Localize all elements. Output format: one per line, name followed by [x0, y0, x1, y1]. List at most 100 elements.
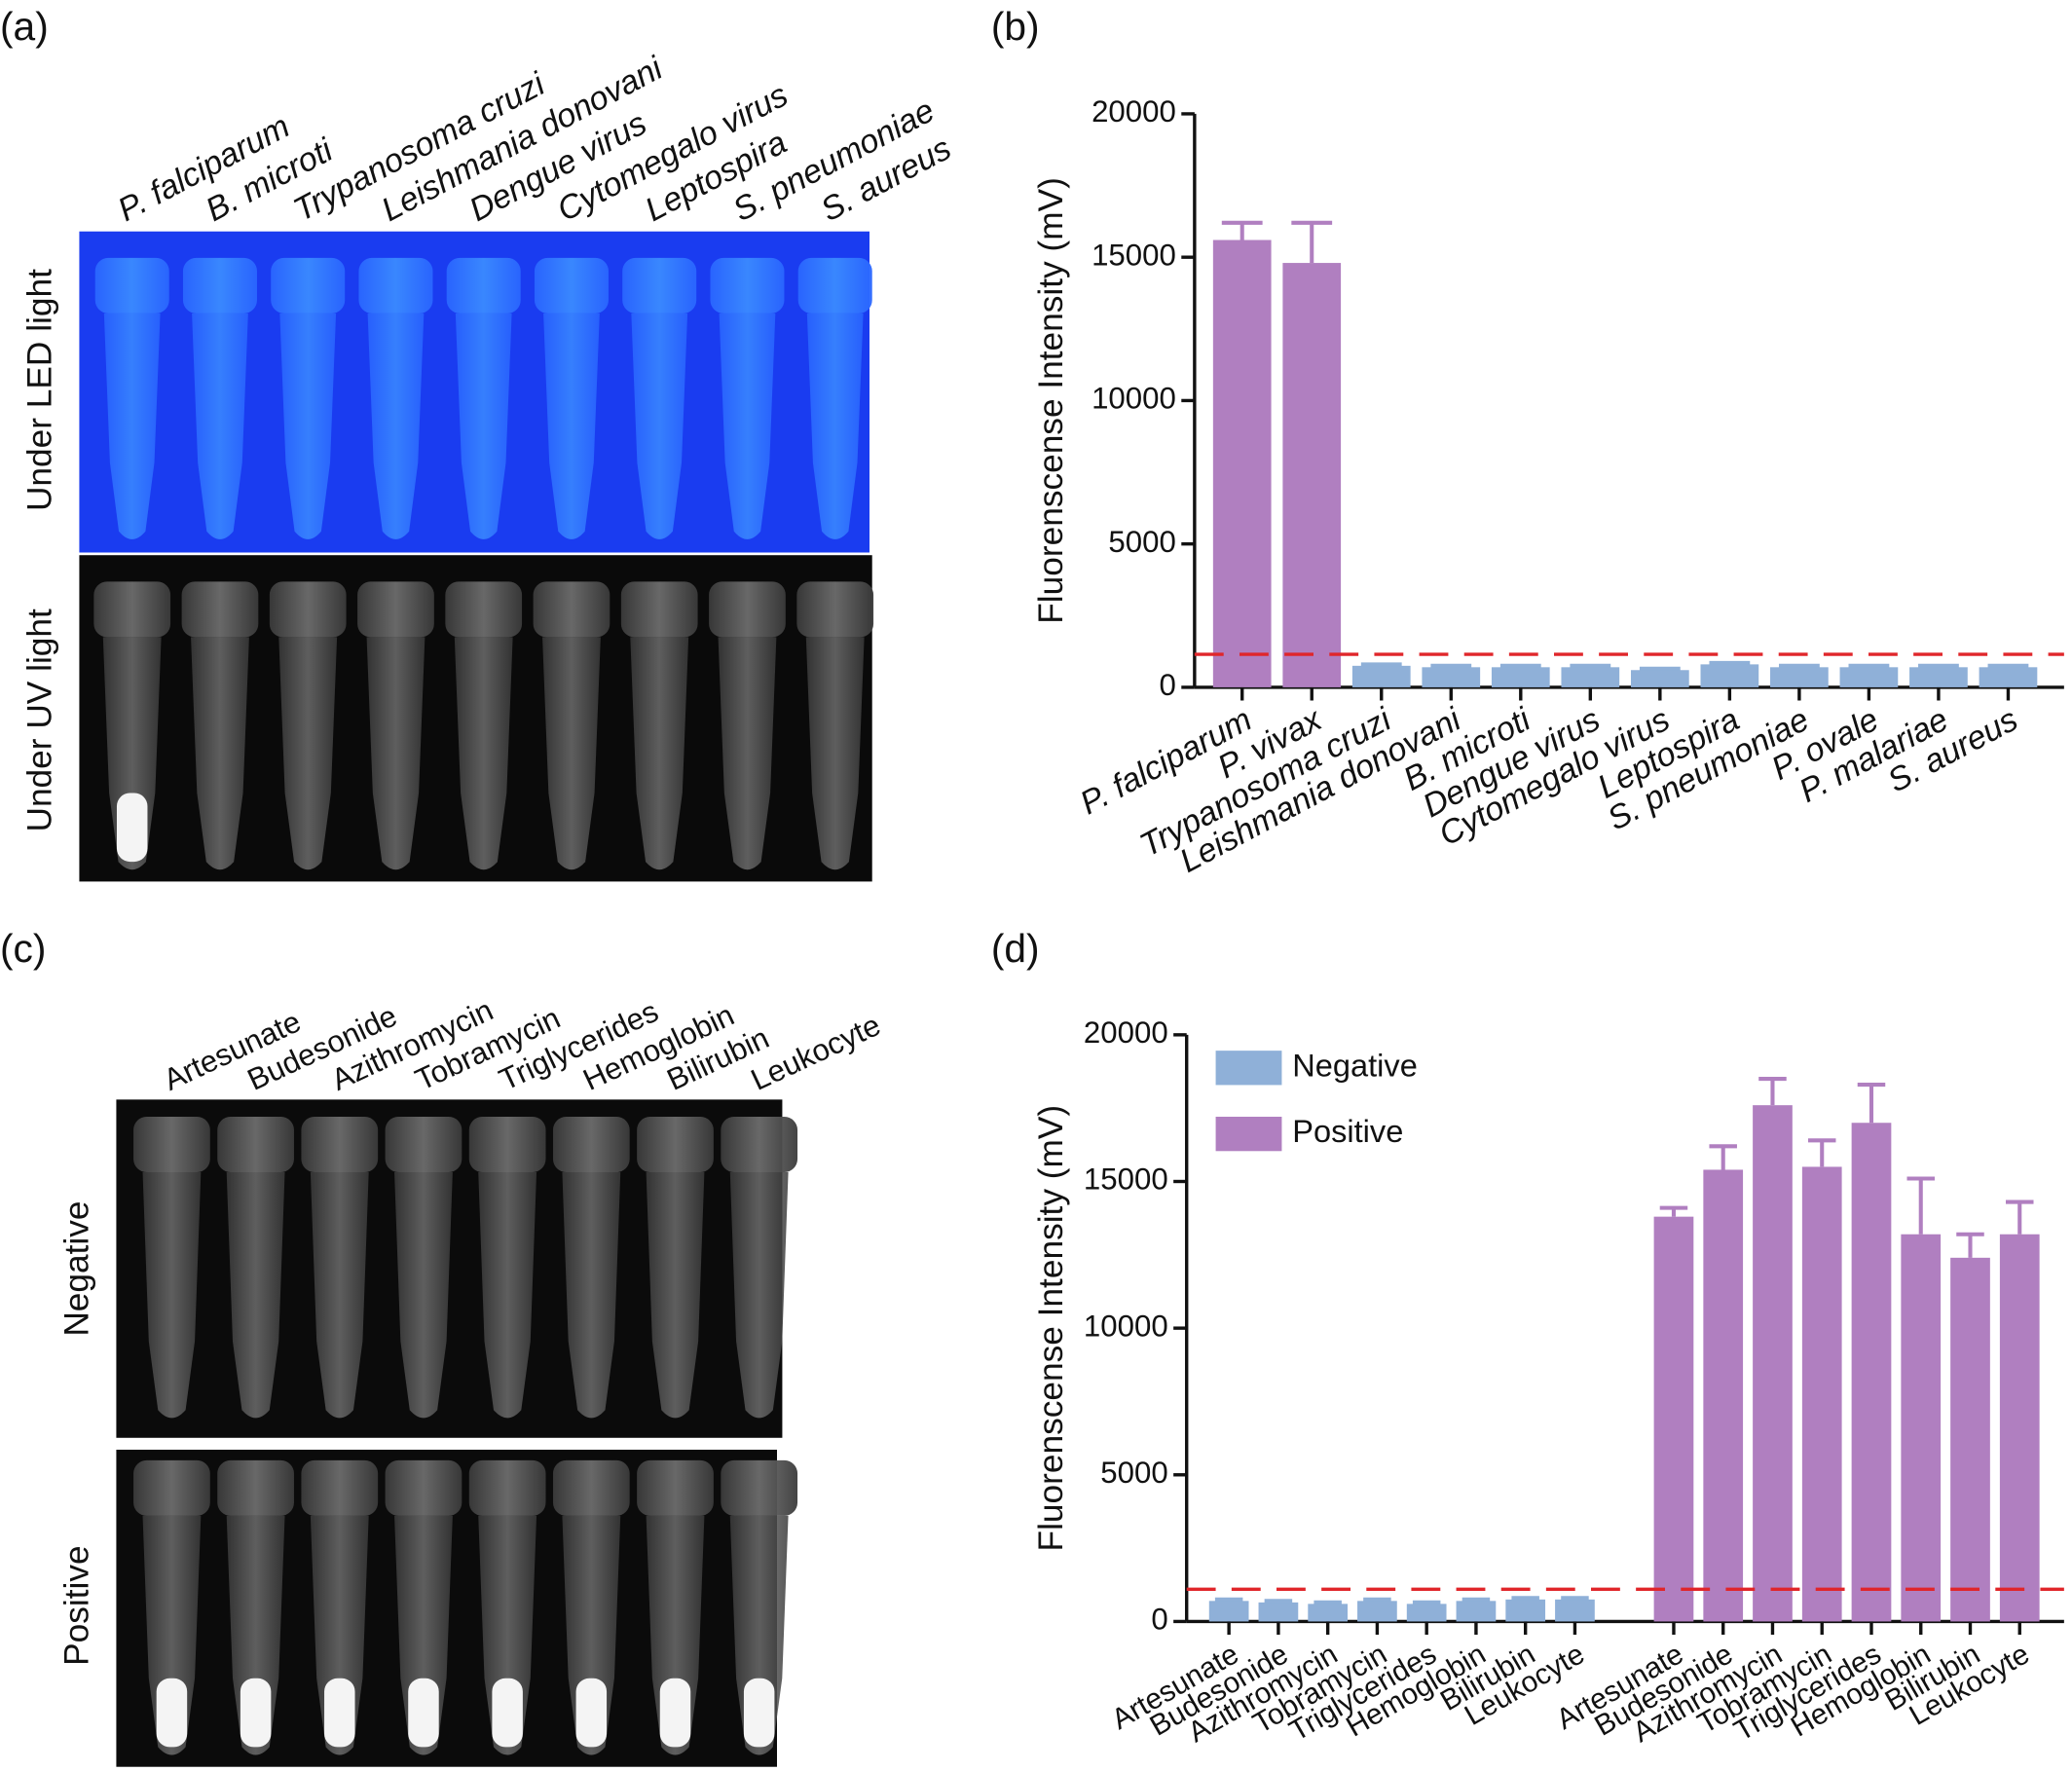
tube-cap: [182, 257, 257, 314]
tube-body: [279, 313, 337, 539]
bar: [1491, 667, 1550, 687]
error-bar: [1360, 662, 1402, 667]
bar: [1630, 670, 1689, 687]
tube-body: [562, 1172, 621, 1419]
error-bar: [1363, 1597, 1391, 1602]
y-tick-label: 10000: [1092, 382, 1176, 416]
tube-body: [454, 637, 513, 870]
tube-cap: [217, 1459, 294, 1516]
tube-cap: [620, 581, 698, 638]
bar: [1950, 1257, 1990, 1622]
panel-letter: (b): [991, 4, 1040, 49]
error-bar: [1659, 1205, 1688, 1217]
error-bar: [1214, 1597, 1243, 1602]
error-bar: [1570, 663, 1611, 668]
error-bar: [1221, 220, 1263, 240]
tube-body: [630, 637, 689, 870]
error-bar: [1709, 660, 1751, 665]
error-bar: [1918, 663, 1959, 668]
tube-cap: [796, 581, 874, 638]
y-axis-label: Fluorenscense Intensity (mV): [1032, 1105, 1070, 1552]
bar: [1801, 1166, 1842, 1622]
error-bar: [1291, 220, 1333, 264]
tube-cap: [133, 1117, 210, 1172]
bar: [1753, 1105, 1793, 1622]
error-bar: [1906, 1176, 1935, 1235]
error-bar: [2006, 1199, 2034, 1235]
y-axis-label: Fluorenscense Intensity (mV): [1032, 177, 1070, 624]
y-tick-label: 20000: [1084, 1015, 1168, 1050]
legend-label: Positive: [1292, 1114, 1403, 1149]
tube-glow: [408, 1678, 439, 1748]
tube-glow: [156, 1678, 188, 1748]
tube-body: [278, 637, 338, 870]
error-bar: [1857, 1083, 1886, 1124]
tube-cap: [445, 581, 523, 638]
tube-glow: [743, 1678, 775, 1748]
panel-letter: (a): [0, 4, 49, 49]
error-bar: [1778, 663, 1820, 668]
row-label: Under UV light: [21, 609, 59, 832]
bar: [1999, 1234, 2040, 1622]
tube-body: [542, 637, 601, 870]
y-tick-label: 20000: [1092, 94, 1176, 129]
tube-body: [367, 313, 425, 539]
tube-cap: [181, 581, 259, 638]
tube-cap: [637, 1117, 714, 1172]
row-label: Under LED light: [21, 269, 59, 511]
tube-cap: [709, 581, 786, 638]
tube-body: [192, 313, 248, 539]
error-bar: [1314, 1600, 1342, 1605]
panel-letter: (d): [991, 926, 1040, 971]
tube-cap: [271, 257, 346, 314]
bar: [1282, 263, 1342, 687]
bar: [1700, 664, 1759, 687]
tube-cap: [133, 1459, 210, 1516]
tube-cap: [721, 1117, 798, 1172]
tubes: [93, 257, 874, 1755]
y-tick-label: 10000: [1084, 1309, 1168, 1343]
tube-cap: [217, 1117, 294, 1172]
tube-glow: [575, 1678, 608, 1748]
legend-swatch: [1215, 1117, 1282, 1152]
tube-cap: [385, 1459, 462, 1516]
tube-cap: [446, 257, 521, 314]
row-label: Positive: [58, 1545, 96, 1665]
bar: [1851, 1123, 1892, 1622]
y-tick-label: 0: [1151, 1603, 1167, 1637]
tube-cap: [533, 581, 610, 638]
tube-body: [478, 1172, 537, 1419]
tube-cap: [301, 1117, 379, 1172]
bar: [1653, 1216, 1694, 1622]
bar: [1901, 1234, 1942, 1622]
tube-cap: [385, 1117, 462, 1172]
tube-body: [394, 1172, 453, 1419]
error-bar: [1412, 1600, 1441, 1605]
tube-body: [718, 637, 777, 870]
tube-body: [729, 1172, 789, 1419]
row-label: Negative: [58, 1200, 96, 1336]
bar: [1979, 667, 2038, 687]
tube-cap: [552, 1459, 630, 1516]
y-tick-label: 5000: [1100, 1456, 1167, 1490]
tube-cap: [637, 1459, 714, 1516]
bar: [1561, 667, 1620, 687]
tube-cap: [797, 257, 872, 314]
y-tick-label: 0: [1159, 668, 1175, 702]
tube-cap: [301, 1459, 379, 1516]
error-bar: [1956, 1232, 1984, 1258]
tube-glow: [659, 1678, 691, 1748]
y-tick-label: 5000: [1108, 525, 1175, 559]
bar: [1212, 240, 1272, 687]
tube-body: [310, 1172, 369, 1419]
legend-label: Negative: [1292, 1048, 1418, 1083]
tube-body: [631, 313, 688, 539]
bar: [1770, 667, 1829, 687]
bar: [1703, 1169, 1744, 1622]
tube-body: [455, 313, 512, 539]
tube-cap: [468, 1117, 546, 1172]
y-tick-label: 15000: [1092, 238, 1176, 272]
bar: [1406, 1604, 1447, 1622]
